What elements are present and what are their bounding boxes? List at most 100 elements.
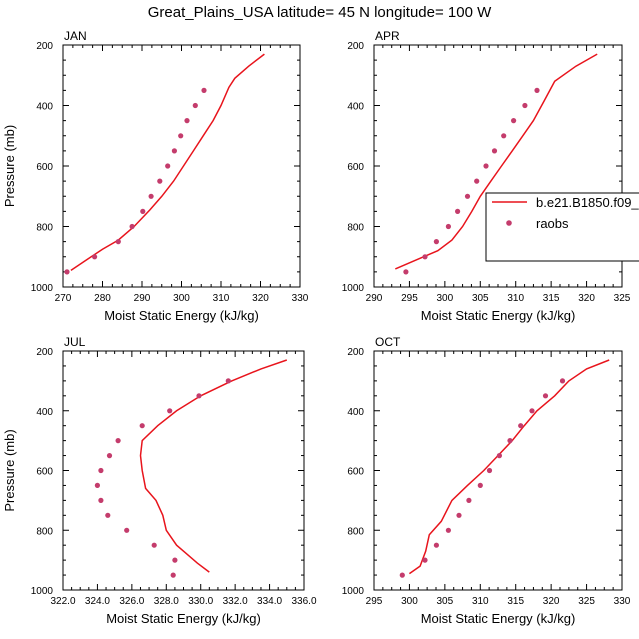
panel-title: JAN [64,29,87,43]
y-tick-label: 600 [347,162,364,173]
y-tick-label: 400 [347,407,364,418]
panel-oct: OCT 295 300 305 310 315 320 325 330 200 400 600 800 1… [342,335,631,626]
raobs-point [455,208,461,214]
raobs-point [129,223,135,230]
raobs-point [157,178,163,184]
raobs-point [172,557,178,563]
y-tick-label: 800 [347,526,364,537]
x-tick-label: 310 [213,293,230,304]
raobs-point [184,118,190,124]
y-tick-label: 400 [347,102,364,113]
x-tick-label: 295 [366,596,383,607]
legend: b.e21.B1850.f09_g17 raobs [485,192,639,262]
x-axis-label: Moist Static Energy (kJ/kg) [421,308,576,323]
y-tick-label: 800 [36,526,53,537]
model-series-line [408,359,610,575]
raobs-point [106,453,113,459]
y-tick-label: 600 [347,467,364,478]
x-tick-label: 325 [614,293,631,304]
x-axis-label: Moist Static Energy (kJ/kg) [104,308,259,323]
raobs-point [445,223,451,230]
raobs-point [422,557,428,563]
y-tick-label: 1000 [342,586,365,597]
raobs-point [170,572,176,578]
raobs-point [148,193,154,199]
y-tick-label: 400 [36,102,53,113]
y-tick-label: 1000 [31,283,54,294]
data-layer [94,359,288,578]
raobs-point [474,178,480,184]
y-axis-label: Pressure (mb) [2,429,17,511]
raobs-point [477,482,483,488]
raobs-point [225,378,231,384]
panel-jan: JAN 270 280 290 300 310 320 330 200 400 600 800 1000… [2,29,309,323]
panel-jul: JUL 322.0 324.0 326.0 328.0 330.0 332.0 334.0 33… [2,335,317,626]
raobs-point [124,527,130,533]
raobs-point [491,148,498,154]
raobs-point [422,254,428,260]
raobs-point [151,542,157,548]
raobs-point [94,482,100,488]
x-tick-label: 336.0 [291,596,316,607]
legend-obs-dot-icon [506,220,512,226]
y-tick-label: 600 [36,162,53,173]
raobs-point [178,133,184,139]
legend-obs-label: raobs [536,216,569,231]
x-tick-label: 305 [472,293,489,304]
x-tick-label: 305 [437,596,454,607]
raobs-point [115,438,121,444]
raobs-point [64,269,70,275]
legend-model-label: b.e21.B1850.f09_g17 [536,195,639,210]
x-tick-label: 300 [173,293,190,304]
x-tick-label: 310 [507,293,524,304]
x-tick-label: 295 [401,293,418,304]
y-tick-label: 400 [36,407,53,418]
raobs-point [486,467,493,474]
y-tick-label: 1000 [31,586,54,597]
y-axis-label: Pressure (mb) [2,125,17,207]
panel-title: APR [375,29,400,43]
y-tick-label: 600 [36,467,53,478]
raobs-point [518,423,524,429]
x-tick-label: 290 [366,293,383,304]
raobs-point [399,572,405,578]
raobs-point [196,393,202,399]
x-tick-label: 300 [437,293,454,304]
data-layer [395,53,598,275]
plot-frame [373,350,623,591]
model-series-line [70,53,265,272]
raobs-point [433,542,439,548]
panel-title: JUL [64,335,86,349]
raobs-point [522,102,528,109]
y-tick-label: 200 [36,347,53,358]
x-tick-label: 325 [578,596,595,607]
y-tick-label: 800 [347,223,364,234]
x-tick-label: 328.0 [154,596,179,607]
x-tick-label: 320 [578,293,595,304]
x-tick-label: 320 [543,596,560,607]
raobs-point [456,512,462,518]
legend-box [485,192,639,262]
x-tick-label: 322.0 [50,596,75,607]
x-tick-label: 320 [252,293,269,304]
x-axis-label: Moist Static Energy (kJ/kg) [106,611,261,626]
plot-frame [62,44,301,288]
x-tick-label: 332.0 [223,596,248,607]
raobs-point [501,133,507,139]
x-tick-label: 280 [94,293,111,304]
raobs-point [92,254,98,260]
y-tick-label: 1000 [342,283,365,294]
model-series-line [395,53,598,270]
raobs-point [105,512,111,518]
raobs-point [483,163,489,169]
raobs-point [496,453,502,459]
x-tick-label: 330.0 [188,596,213,607]
raobs-point [559,378,566,384]
x-tick-label: 330 [614,596,631,607]
panels: JAN 270 280 290 300 310 320 330 200 400 600 800 1000… [2,29,631,626]
x-tick-label: 310 [472,596,489,607]
x-tick-label: 330 [292,293,309,304]
raobs-point [529,408,535,414]
x-tick-label: 324.0 [85,596,110,607]
